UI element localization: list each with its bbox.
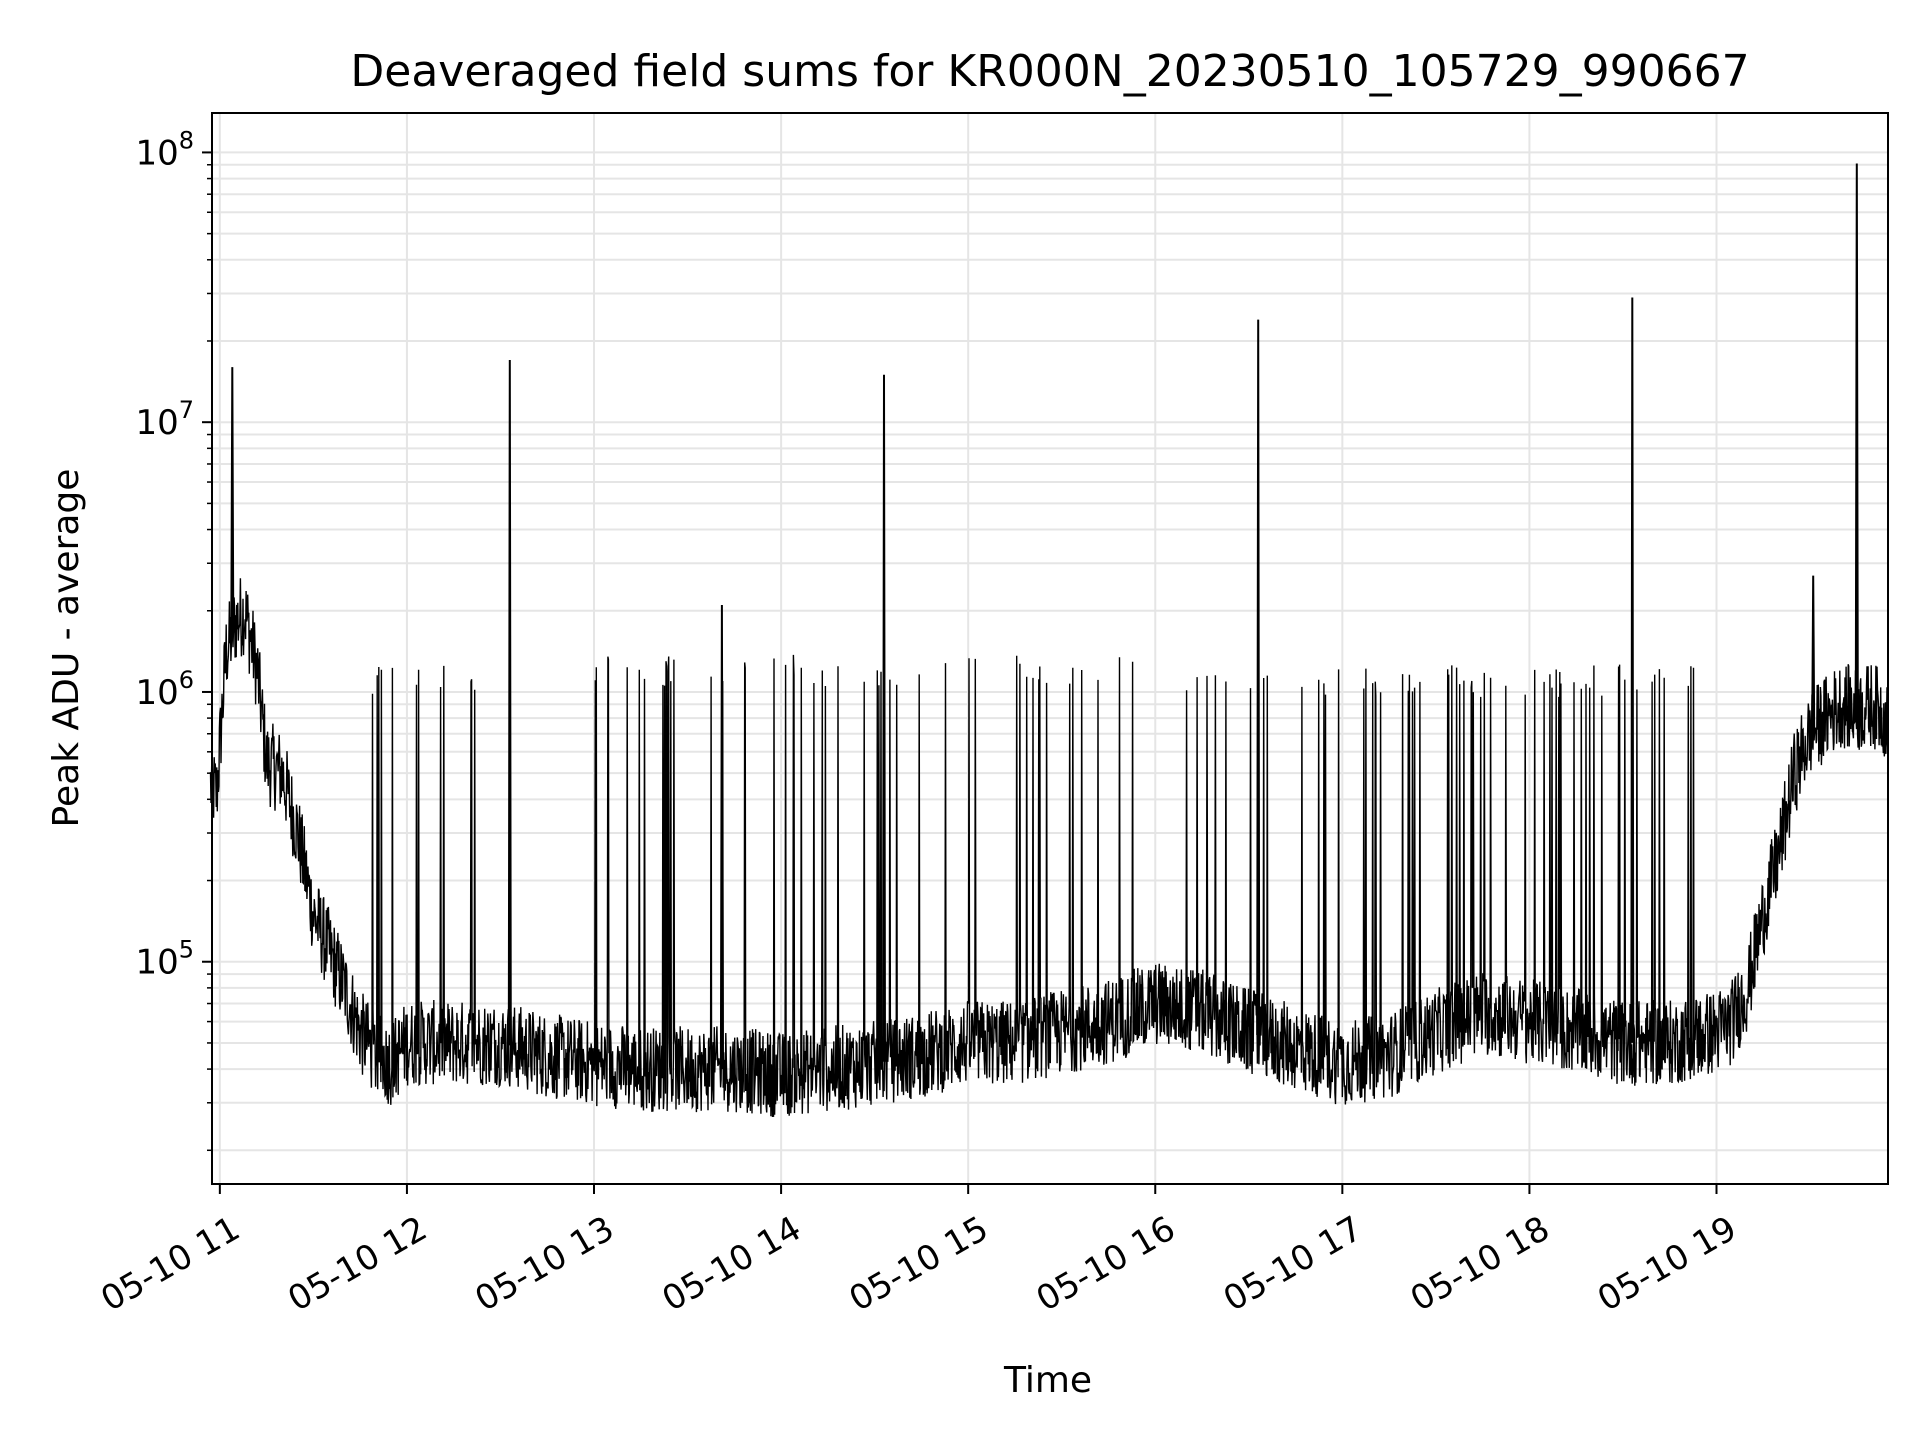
series-layer: [209, 163, 1889, 1118]
chart-title: Deaveraged field sums for KR000N_2023051…: [350, 46, 1749, 97]
y-tick-label: 107: [135, 396, 194, 443]
spike-mark: [1256, 319, 1261, 1036]
spike-mark: [230, 367, 235, 633]
spike-mark: [1854, 163, 1859, 712]
spike-mark: [882, 374, 886, 1062]
y-axis-ticks: 105 106 107 108: [135, 126, 212, 1152]
spike-mark: [1811, 575, 1816, 731]
y-tick-label: 105: [135, 936, 194, 983]
plot-frame: [211, 112, 1889, 1185]
series-line: [209, 578, 1889, 1118]
spike-mark: [507, 359, 512, 1046]
x-axis-label: Time: [1003, 1360, 1092, 1401]
spike-mark: [719, 604, 724, 1070]
spike-mark: [1630, 297, 1635, 1043]
y-tick-label: 106: [135, 666, 194, 713]
y-tick-label: 108: [135, 126, 194, 173]
y-axis-label: Peak ADU - average: [46, 469, 87, 828]
